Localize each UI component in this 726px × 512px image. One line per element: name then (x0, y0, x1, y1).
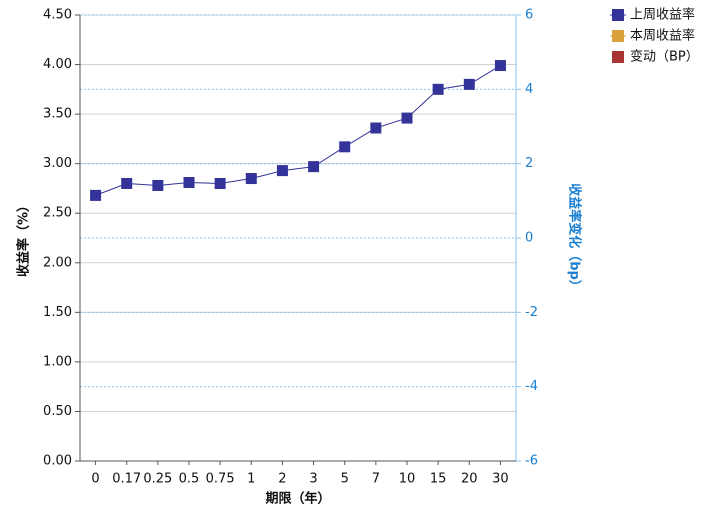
y2-tick-label: -4 (525, 379, 538, 394)
legend-label: 本周收益率 (630, 28, 695, 44)
point (121, 177, 133, 189)
x-axis-title: 期限（年） (265, 491, 330, 507)
x-tick-label: 0.25 (143, 472, 172, 487)
point (308, 161, 320, 173)
y-tick-label: 3.50 (43, 107, 72, 122)
y-tick-label: 0.00 (43, 454, 72, 469)
legend-swatch (612, 9, 624, 21)
point (370, 122, 382, 134)
x-tick-label: 10 (399, 472, 416, 487)
legend-swatch (612, 51, 624, 63)
y2-tick-label: 0 (525, 231, 533, 246)
y2-tick-label: -2 (525, 305, 538, 320)
y-tick-label: 1.50 (43, 305, 72, 320)
legend-swatch (612, 30, 624, 42)
x-tick-label: 15 (430, 472, 447, 487)
x-tick-label: 0.5 (179, 472, 200, 487)
y-tick-label: 3.00 (43, 156, 72, 171)
point (463, 78, 475, 90)
y-tick-label: 4.00 (43, 57, 72, 72)
y2-axis-title: 收益率变化（bp） (567, 183, 583, 293)
x-tick-label: 1 (247, 472, 255, 487)
point (90, 189, 102, 201)
point (152, 179, 164, 191)
x-tick-label: 2 (278, 472, 286, 487)
x-tick-label: 0.17 (112, 472, 141, 487)
y-tick-label: 2.50 (43, 206, 72, 221)
x-tick-label: 3 (309, 472, 317, 487)
y-tick-label: 2.00 (43, 255, 72, 270)
point (339, 141, 351, 153)
y-tick-label: 4.50 (43, 8, 72, 23)
point (432, 83, 444, 95)
legend-label: 变动（BP） (630, 49, 699, 65)
x-tick-label: 7 (372, 472, 380, 487)
y2-tick-label: 6 (525, 8, 533, 23)
y2-tick-label: 4 (525, 82, 533, 97)
y-tick-label: 1.00 (43, 354, 72, 369)
x-tick-label: 20 (461, 472, 478, 487)
y2-tick-label: 2 (525, 156, 533, 171)
x-tick-label: 0 (91, 472, 99, 487)
point (245, 173, 257, 185)
point (214, 177, 226, 189)
legend-label: 上周收益率 (630, 7, 695, 23)
point (401, 112, 413, 124)
point (494, 60, 506, 72)
y-axis-title: 收益率（%） (16, 199, 32, 277)
point (276, 165, 288, 177)
x-tick-label: 30 (492, 472, 509, 487)
point (183, 176, 195, 188)
x-tick-label: 0.75 (206, 472, 235, 487)
x-tick-label: 5 (341, 472, 349, 487)
y-tick-label: 0.50 (43, 404, 72, 419)
y2-tick-label: -6 (525, 454, 538, 469)
